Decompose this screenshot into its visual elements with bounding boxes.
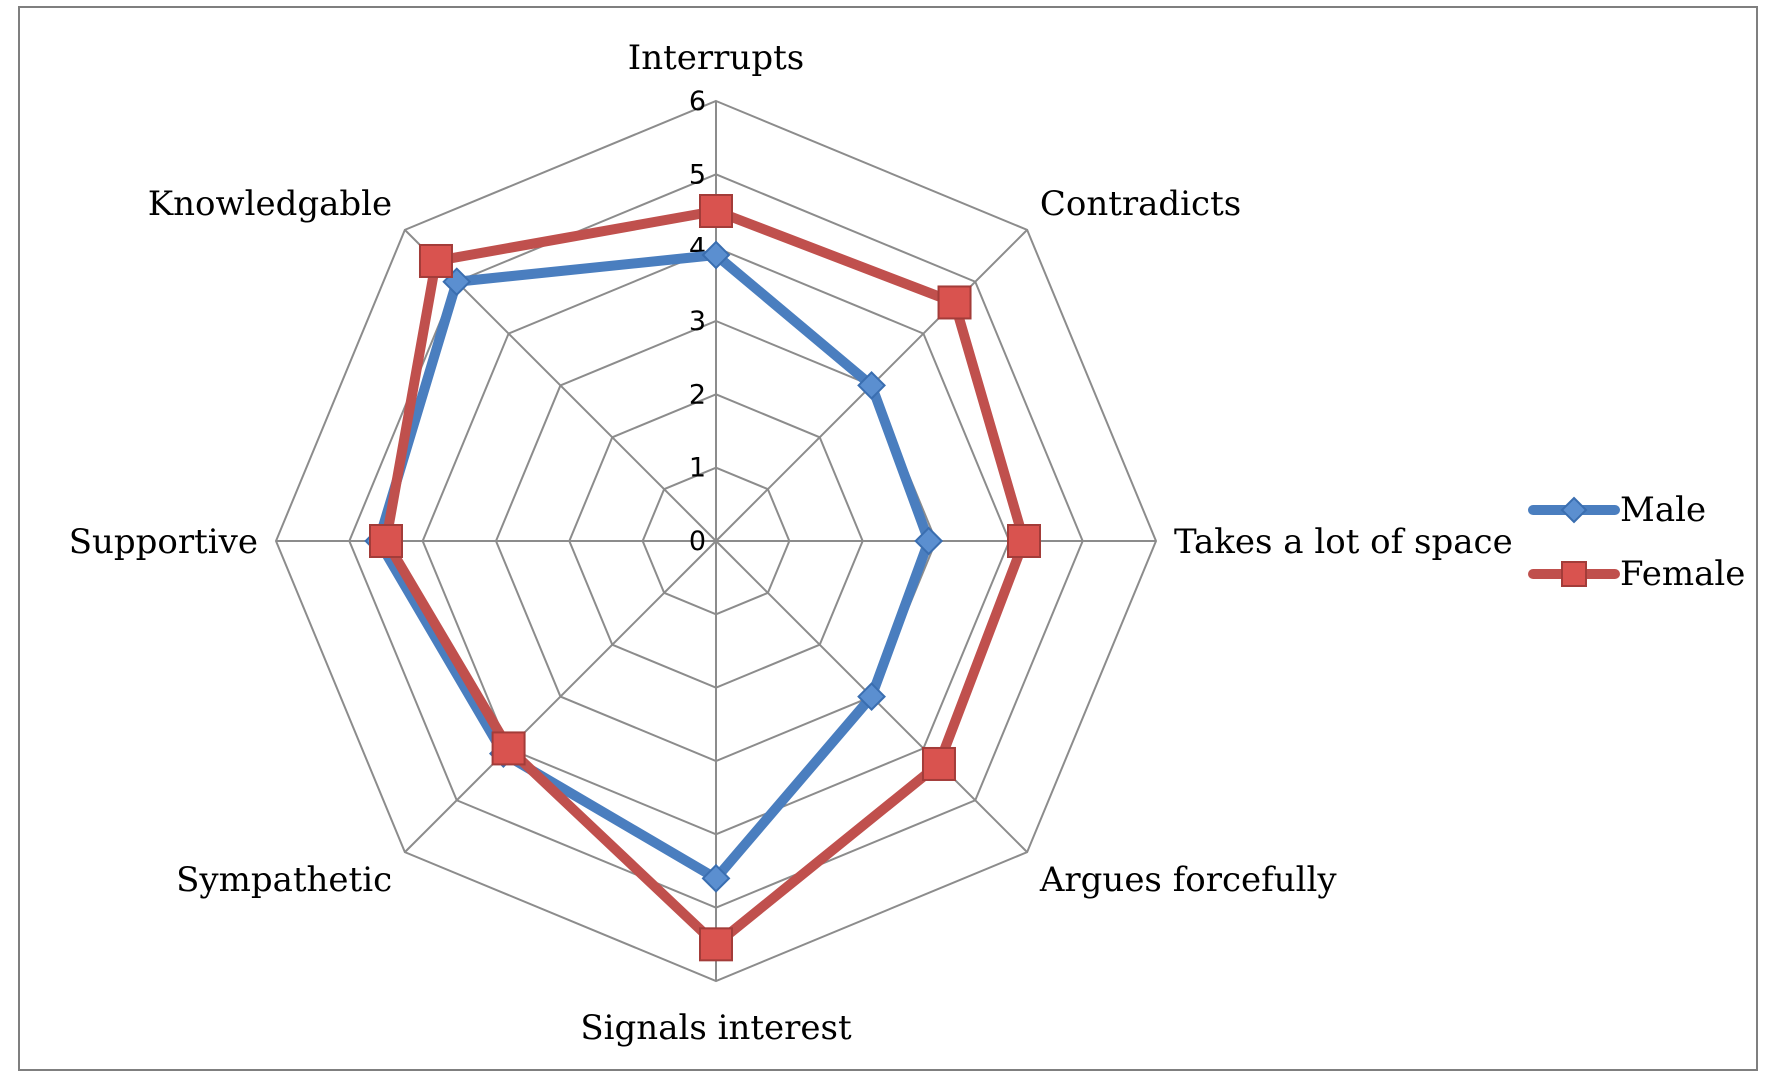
legend: Male Female bbox=[1528, 490, 1745, 594]
point-female bbox=[491, 731, 526, 766]
point-female bbox=[369, 524, 403, 558]
category-label: Interrupts bbox=[628, 38, 804, 78]
radial-tick-label: 6 bbox=[689, 86, 706, 117]
point-male bbox=[914, 526, 944, 556]
category-labels: Interrupts Contradicts Takes a lot of spac… bbox=[69, 38, 1513, 1048]
grid-spoke bbox=[404, 540, 717, 853]
radial-tick-label: 0 bbox=[689, 526, 706, 557]
point-male bbox=[701, 863, 731, 893]
category-label: Sympathetic bbox=[176, 860, 392, 900]
point-female bbox=[418, 243, 453, 278]
radial-tick-label: 1 bbox=[689, 453, 706, 484]
legend-female-label: Female bbox=[1620, 554, 1745, 594]
point-male bbox=[857, 682, 886, 711]
point-female bbox=[1007, 524, 1041, 558]
legend-male-marker bbox=[1560, 496, 1588, 524]
legend-male-label: Male bbox=[1620, 490, 1706, 530]
category-label: Takes a lot of space bbox=[1174, 522, 1513, 562]
radar-series bbox=[364, 194, 1041, 962]
category-label: Argues forcefully bbox=[1039, 860, 1338, 900]
category-label: Supportive bbox=[69, 522, 258, 562]
point-female bbox=[921, 746, 956, 781]
point-male bbox=[857, 371, 886, 400]
point-male bbox=[701, 240, 731, 270]
radial-tick-label: 2 bbox=[689, 379, 706, 410]
legend-female-marker bbox=[1561, 561, 1587, 587]
category-label: Knowledgable bbox=[148, 184, 392, 224]
radial-tick-label: 5 bbox=[689, 159, 706, 190]
point-female bbox=[937, 285, 972, 320]
radial-tick-label: 3 bbox=[689, 306, 706, 337]
point-female bbox=[699, 927, 733, 962]
chart-frame bbox=[18, 6, 1758, 1071]
category-label: Signals interest bbox=[580, 1008, 852, 1048]
point-female bbox=[699, 194, 733, 228]
category-label: Contradicts bbox=[1040, 184, 1241, 224]
